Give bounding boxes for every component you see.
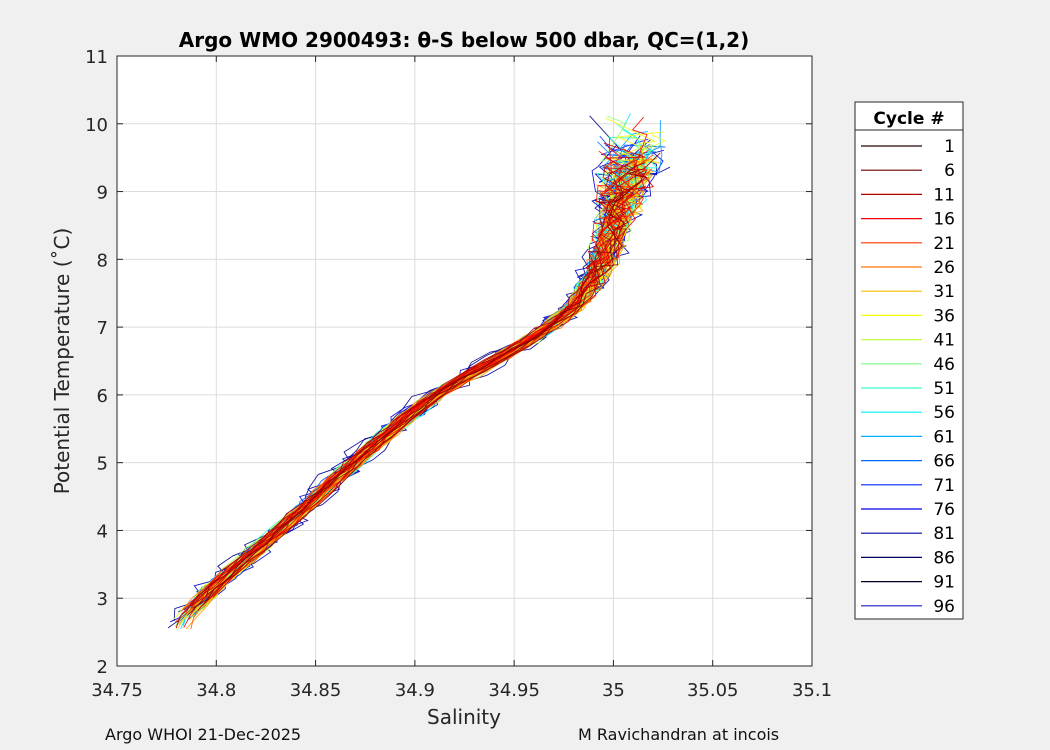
cycle-profile-line bbox=[206, 169, 648, 598]
legend-entry-label: 36 bbox=[933, 306, 955, 326]
y-tick-label: 11 bbox=[85, 47, 108, 68]
legend-entry-label: 61 bbox=[933, 427, 955, 447]
cycle-profile-line bbox=[197, 162, 646, 611]
cycle-profile-line bbox=[192, 152, 661, 609]
legend-entry-label: 81 bbox=[933, 524, 955, 544]
legend-entry-label: 71 bbox=[933, 476, 955, 496]
legend-entry-label: 51 bbox=[933, 379, 955, 399]
legend: Cycle #161116212631364146515661667176818… bbox=[854, 101, 964, 620]
y-tick-label: 5 bbox=[97, 454, 108, 475]
x-axis-label: Salinity bbox=[427, 705, 501, 729]
legend-entry-label: 26 bbox=[933, 258, 955, 278]
legend-entry-label: 31 bbox=[933, 282, 955, 302]
legend-entry-label: 21 bbox=[933, 234, 955, 254]
cycle-profile-line bbox=[175, 198, 627, 629]
y-tick-label: 4 bbox=[97, 521, 108, 542]
y-tick-label: 9 bbox=[97, 183, 108, 204]
legend-entry-label: 16 bbox=[933, 210, 955, 230]
legend-entry-label: 91 bbox=[933, 573, 955, 593]
y-axis-label: Potential Temperature (˚C) bbox=[50, 228, 74, 495]
x-tick-label: 35.05 bbox=[687, 680, 739, 701]
cycle-profile-line bbox=[191, 164, 635, 607]
footer-right-credit: M Ravichandran at incois bbox=[578, 725, 780, 744]
legend-entry-label: 96 bbox=[933, 597, 955, 617]
y-tick-label: 3 bbox=[97, 589, 108, 610]
legend-entry-label: 76 bbox=[933, 500, 955, 520]
x-tick-label: 34.95 bbox=[488, 680, 540, 701]
chart-title: Argo WMO 2900493: θ-S below 500 dbar, QC… bbox=[179, 28, 749, 52]
y-tick-label: 6 bbox=[97, 386, 108, 407]
legend-entry-label: 46 bbox=[933, 355, 955, 375]
legend-entry-label: 1 bbox=[944, 137, 955, 157]
y-tick-label: 2 bbox=[97, 657, 108, 678]
x-tick-label: 34.85 bbox=[290, 680, 342, 701]
axis-ticks: 34.75 34.8 34.85 34.9 34.95 35 35.05 35.1 2 3 4 5 6 7… bbox=[85, 47, 832, 701]
legend-entry-label: 66 bbox=[933, 452, 955, 472]
legend-entry-label: 56 bbox=[933, 403, 955, 423]
y-tick-label: 10 bbox=[85, 115, 108, 136]
x-tick-label: 34.75 bbox=[91, 680, 143, 701]
y-tick-label: 7 bbox=[97, 318, 108, 339]
legend-entry-label: 6 bbox=[944, 161, 955, 181]
profile-lines bbox=[167, 113, 671, 630]
axes-box bbox=[116, 55, 813, 667]
x-tick-label: 34.8 bbox=[196, 680, 236, 701]
legend-entry-label: 86 bbox=[933, 548, 955, 568]
legend-entry-label: 41 bbox=[933, 331, 955, 351]
x-tick-label: 35.1 bbox=[792, 680, 832, 701]
y-tick-label: 8 bbox=[97, 250, 108, 271]
legend-entry-label: 11 bbox=[933, 185, 955, 205]
x-tick-label: 35 bbox=[602, 680, 625, 701]
footer-left-credit: Argo WHOI 21-Dec-2025 bbox=[105, 725, 302, 744]
x-tick-label: 34.9 bbox=[395, 680, 435, 701]
legend-title: Cycle # bbox=[873, 109, 944, 129]
